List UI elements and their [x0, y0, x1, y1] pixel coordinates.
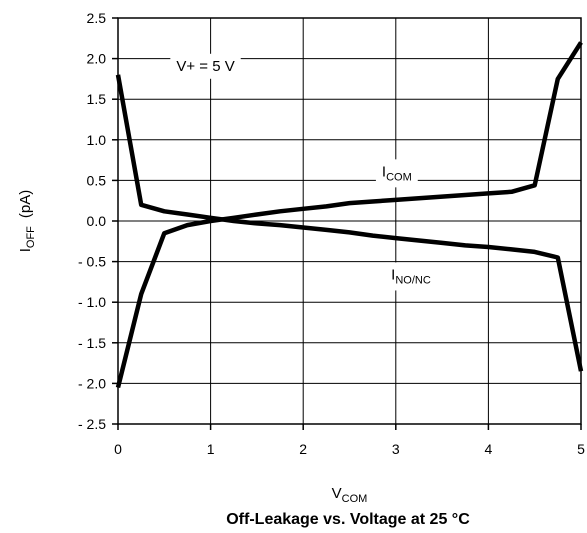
x-tick-label: 0	[114, 441, 122, 457]
y-tick-label: 0.0	[87, 213, 107, 229]
y-axis-label: IOFF(pA)	[17, 190, 37, 253]
y-tick-label: 1.0	[87, 132, 107, 148]
y-tick-label: - 1.0	[78, 294, 106, 310]
annotation-background	[385, 262, 437, 291]
annotations: V+ = 5 V ICOM INO/NC	[170, 53, 437, 291]
annotation: ICOM	[375, 159, 418, 188]
annotation: V+ = 5 V	[170, 53, 241, 79]
chart-title: Off-Leakage vs. Voltage at 25 °C	[226, 511, 470, 528]
series-lines	[115, 41, 584, 389]
y-tick-label: - 2.0	[78, 375, 106, 391]
series-line-ino-nc	[115, 74, 584, 372]
annotation-background	[170, 53, 241, 79]
x-axis-label: VCOM	[332, 485, 368, 505]
annotation-background	[375, 159, 418, 188]
y-axis-ticks: 2.5 2.0 1.5 1.0 0.5 0.0 - 0.5 - 1.0 - 1.5 - 2.0 - …	[78, 10, 118, 432]
svg-text:INO/NC: INO/NC	[391, 266, 431, 286]
x-axis-ticks: 0 1 2 3 4 5	[114, 424, 585, 457]
series-line-icom	[115, 41, 583, 389]
x-tick-label: 1	[207, 441, 215, 457]
y-tick-label: 2.5	[87, 10, 107, 26]
y-tick-label: 2.0	[87, 51, 107, 67]
svg-text:V+ = 5 V: V+ = 5 V	[176, 58, 234, 75]
y-tick-label: - 1.5	[78, 335, 106, 351]
grid	[118, 18, 581, 424]
y-tick-label: - 2.5	[78, 416, 106, 432]
x-tick-label: 5	[577, 441, 585, 457]
x-tick-label: 2	[299, 441, 307, 457]
y-tick-label: - 0.5	[78, 254, 106, 270]
annotation: INO/NC	[385, 262, 437, 291]
y-tick-label: 0.5	[87, 172, 107, 188]
x-tick-label: 3	[392, 441, 400, 457]
svg-text:ICOM: ICOM	[382, 163, 412, 183]
x-tick-label: 4	[485, 441, 493, 457]
y-tick-label: 1.5	[87, 91, 107, 107]
